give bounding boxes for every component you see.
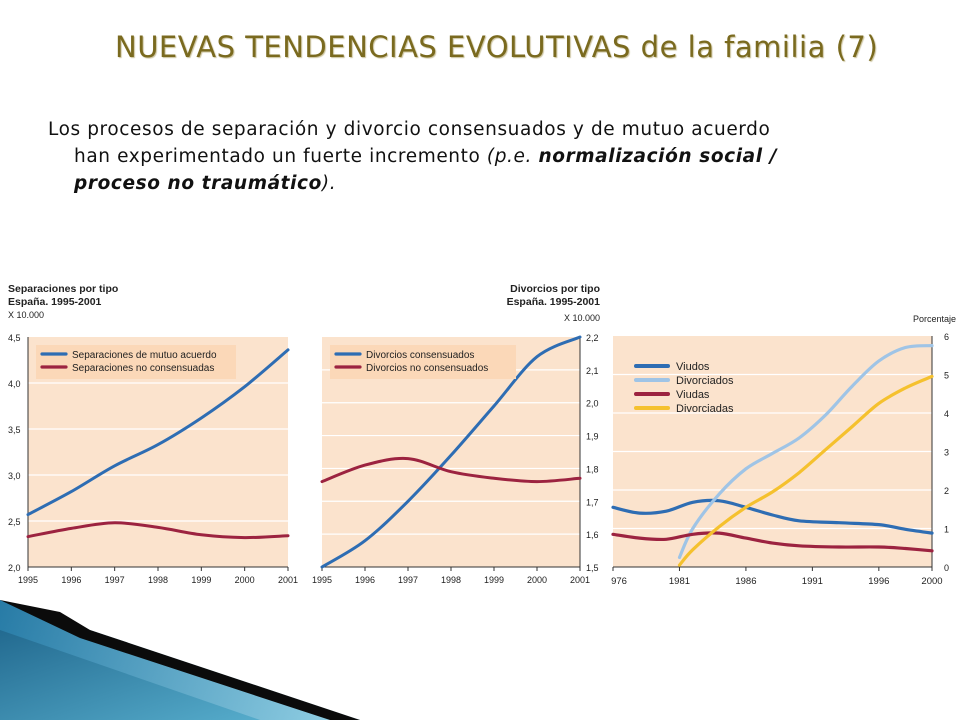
chart1-legend-label: Separaciones no consensuadas: [72, 363, 214, 374]
chart1-legend-label: Separaciones de mutuo acuerdo: [72, 350, 217, 361]
chart3-legend-label: Viudas: [676, 389, 710, 401]
chart2-legend-box: [330, 345, 516, 379]
chart1-x-tick-label: 2001: [278, 575, 298, 585]
chart3-legend-label: Divorciados: [676, 375, 734, 387]
chart2-y-tick-label: 1,8: [586, 464, 599, 474]
chart3-units: Porcentaje: [913, 314, 956, 324]
body-line-2-bold: normalización social /: [538, 146, 778, 167]
chart3-y-tick-label: 4: [944, 409, 949, 419]
chart1-title: Separaciones por tipo: [8, 283, 118, 295]
chart2-legend-label: Divorcios no consensuados: [366, 363, 488, 374]
chart1-x-tick-label: 1998: [148, 575, 168, 585]
chart1-y-tick-label: 3,5: [8, 425, 21, 435]
chart1-series-line-1: [26, 348, 290, 517]
chart1-units: X 10.000: [8, 310, 44, 320]
chart3-series-line-1: [611, 498, 934, 535]
chart3-legend-label: Viudos: [676, 361, 710, 373]
chart1-x-tick-label: 1999: [191, 575, 211, 585]
chart3-y-tick-label: 1: [944, 525, 949, 535]
chart3-y-tick-label: 2: [944, 486, 949, 496]
chart2-title: Divorcios por tipo: [510, 283, 600, 295]
chart3-x-tick-label: 1986: [735, 576, 756, 587]
chart2-x-tick-label: 1999: [484, 575, 504, 585]
chart3-y-tick-label: 0: [944, 563, 949, 573]
chart1-x-tick-label: 1995: [18, 575, 38, 585]
body-line-3-bold: proceso no traumático: [74, 173, 322, 194]
chart2-x-tick-label: 2000: [527, 575, 547, 585]
chart3-x-tick-label: 1991: [802, 576, 823, 587]
chart1-subtitle: España. 1995-2001: [8, 296, 102, 308]
chart2-units: X 10.000: [564, 313, 600, 323]
chart1-y-tick-label: 4,0: [8, 379, 21, 389]
chart1-series-line-2: [26, 521, 290, 540]
chart1-x-tick-label: 1997: [105, 575, 125, 585]
chart2-y-tick-label: 1,9: [586, 432, 599, 442]
corner-decoration: [0, 600, 360, 720]
body-line-3: proceso no traumático).: [48, 170, 948, 197]
slide-body-text: Los procesos de separación y divorcio co…: [48, 116, 948, 197]
chart1-y-tick-label: 2,0: [8, 563, 21, 573]
chart2-x-tick-label: 1997: [398, 575, 418, 585]
body-line-3-italic: ).: [321, 173, 337, 194]
chart2-x-tick-label: 1995: [312, 575, 332, 585]
chart3-series-line-3: [611, 531, 934, 553]
chart3-series-line-4: [677, 374, 934, 567]
chart2-x-tick-label: 1998: [441, 575, 461, 585]
chart1-y-tick-label: 3,0: [8, 471, 21, 481]
chart2-y-tick-label: 1,6: [586, 530, 599, 540]
chart2-y-tick-label: 1,5: [586, 563, 599, 573]
chart3-y-tick-label: 5: [944, 371, 949, 381]
body-line-1: Los procesos de separación y divorcio co…: [48, 119, 771, 140]
chart2-y-tick-label: 1,7: [586, 497, 599, 507]
body-line-2-plain: han experimentado un fuerte incremento: [74, 146, 487, 167]
chart1-x-tick-label: 1996: [61, 575, 81, 585]
chart3-x-tick-label: 2000: [921, 576, 942, 587]
body-line-2: han experimentado un fuerte incremento (…: [48, 143, 948, 170]
chart1-y-tick-label: 2,5: [8, 517, 21, 527]
chart2-x-tick-label: 1996: [355, 575, 375, 585]
body-line-2-italic: (p.e.: [486, 146, 539, 167]
chart3-x-tick-label: 1996: [868, 576, 889, 587]
chart1-x-tick-label: 2000: [235, 575, 255, 585]
chart2-y-tick-label: 2,0: [586, 399, 599, 409]
chart1-legend-box: [36, 345, 236, 379]
chart3-x-tick-label: 976: [611, 576, 627, 587]
chart2-legend-label: Divorcios consensuados: [366, 350, 474, 361]
chart2-subtitle: España. 1995-2001: [507, 296, 601, 308]
chart2-series-line-2: [320, 456, 582, 484]
chart2-y-tick-label: 2,1: [586, 366, 599, 376]
chart3-y-tick-label: 3: [944, 448, 949, 458]
slide-title: NUEVAS TENDENCIAS EVOLUTIVAS de la famil…: [115, 30, 879, 64]
chart2-x-tick-label: 2001: [570, 575, 590, 585]
chart3-legend-label: Divorciadas: [676, 403, 734, 415]
chart3-y-tick-label: 6: [944, 332, 949, 342]
chart2-series-line-1: [320, 335, 582, 569]
chart3-x-tick-label: 1981: [669, 576, 690, 587]
chart2-y-tick-label: 2,2: [586, 333, 599, 343]
chart1-y-tick-label: 4,5: [8, 333, 21, 343]
chart3-series-line-2: [677, 344, 934, 559]
